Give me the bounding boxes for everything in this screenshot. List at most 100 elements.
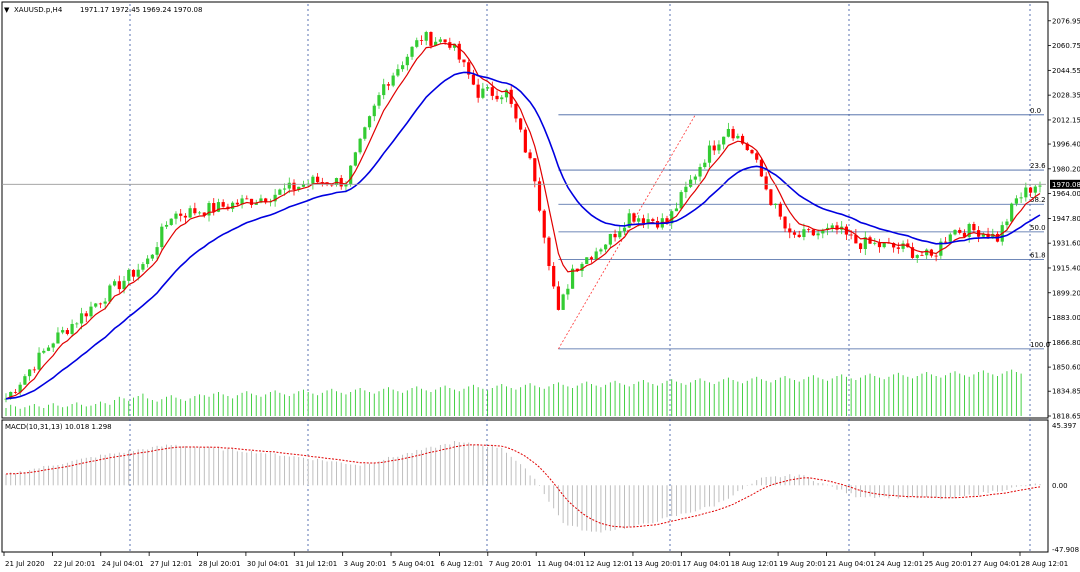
candle-body (981, 233, 985, 237)
candle-body (858, 243, 863, 250)
candle-body (1033, 186, 1037, 193)
candle-body (264, 198, 268, 203)
candle-body (4, 398, 8, 400)
candle-body (882, 242, 886, 248)
candle-body (226, 206, 230, 209)
candle-body (816, 233, 820, 236)
candle-body (575, 268, 579, 271)
price-tick-label: 1931.60 (1052, 240, 1080, 248)
candle-body (396, 69, 400, 76)
candle-body (452, 43, 457, 48)
price-tick-label: 1964.00 (1052, 190, 1080, 198)
candle-body (316, 176, 320, 183)
price-tick-label: 1866.80 (1052, 339, 1080, 347)
candle-body (65, 330, 69, 334)
candle-body (585, 257, 589, 264)
candle-body (778, 203, 782, 217)
candle-body (386, 84, 391, 86)
candle-body (334, 178, 339, 185)
candle-body (249, 198, 254, 205)
candle-body (207, 203, 211, 216)
price-tick-label: 1996.40 (1052, 141, 1080, 149)
price-tick-label: 2012.15 (1052, 116, 1080, 124)
candle-body (788, 228, 792, 233)
candle-body (986, 233, 990, 239)
candle-body (877, 242, 882, 248)
candle-body (665, 218, 669, 224)
candle-body (637, 218, 641, 222)
candle-body (537, 181, 542, 211)
candle-body (438, 39, 442, 42)
time-tick-label: 28 Jul 20:01 (199, 560, 241, 568)
candle-body (504, 89, 509, 98)
candle-body (141, 264, 145, 270)
candle-body (689, 179, 693, 187)
candle-body (282, 188, 287, 190)
candle-body (481, 88, 485, 98)
candle-body (773, 203, 778, 205)
candle-body (221, 202, 225, 207)
candle-body (556, 286, 561, 310)
moving-average-fast (5, 42, 1041, 400)
candle-body (254, 202, 258, 205)
candle-body (670, 211, 674, 224)
candle-body (830, 225, 834, 228)
candle-body (925, 249, 929, 256)
time-tick-label: 13 Aug 20:01 (634, 560, 681, 568)
candle-body (429, 32, 433, 46)
candle-body (873, 242, 877, 244)
candle-body (750, 150, 754, 154)
grid-lines (129, 4, 1031, 552)
candle-body (740, 135, 745, 144)
candle-body (183, 215, 188, 218)
candle-body (164, 224, 169, 227)
candle-body (339, 178, 343, 187)
candle-body (259, 198, 263, 203)
candle-body (632, 213, 636, 222)
price-tick-label: 1883.00 (1052, 314, 1080, 322)
ohlc-readout: 1971.17 1972.45 1969.24 1970.08 (80, 6, 202, 14)
price-tick-label: 1947.80 (1052, 215, 1080, 223)
moving-average-slow (5, 71, 1041, 400)
candle-body (169, 218, 173, 225)
candle-body (193, 208, 197, 214)
candle-body (419, 40, 424, 42)
candle-body (197, 212, 202, 214)
candle-body (467, 62, 471, 75)
candle-body (344, 184, 348, 187)
candle-body (953, 229, 957, 235)
candle-body (94, 303, 98, 307)
price-tick-label: 1818.65 (1052, 413, 1080, 421)
candle-body (1005, 221, 1009, 226)
candle-body (679, 192, 683, 209)
candle-body (712, 145, 716, 151)
candle-body (797, 234, 801, 238)
fibonacci-retracement[interactable]: 0.0 23.6 38.2 50.0 61.8 100.0 (558, 107, 1050, 350)
fib-level-label: 100.0 (1030, 341, 1050, 349)
candle-body (651, 219, 655, 221)
candle-body (136, 269, 140, 277)
candle-body (150, 254, 154, 259)
candle-body (424, 32, 428, 41)
candle-body (1038, 185, 1042, 187)
candle-body (991, 233, 995, 239)
candle-body (622, 227, 627, 232)
candle-body (410, 46, 414, 57)
candle-body (1014, 198, 1018, 204)
volume-bars (5, 369, 1022, 416)
time-tick-label: 24 Aug 12:01 (876, 560, 923, 568)
fib-trend-line (558, 114, 696, 350)
macd-histogram (5, 441, 1041, 533)
candle-body (962, 232, 967, 237)
candle-body (457, 43, 461, 60)
candle-body (722, 136, 726, 145)
chart-title-triangle-icon[interactable]: ▼ (4, 6, 10, 14)
fib-level-label: 61.8 (1030, 251, 1046, 259)
candle-body (443, 39, 447, 43)
candle-body (127, 269, 131, 281)
candle-body (915, 255, 919, 258)
candle-body (901, 243, 905, 249)
candle-body (490, 87, 494, 96)
candle-body (519, 118, 523, 130)
